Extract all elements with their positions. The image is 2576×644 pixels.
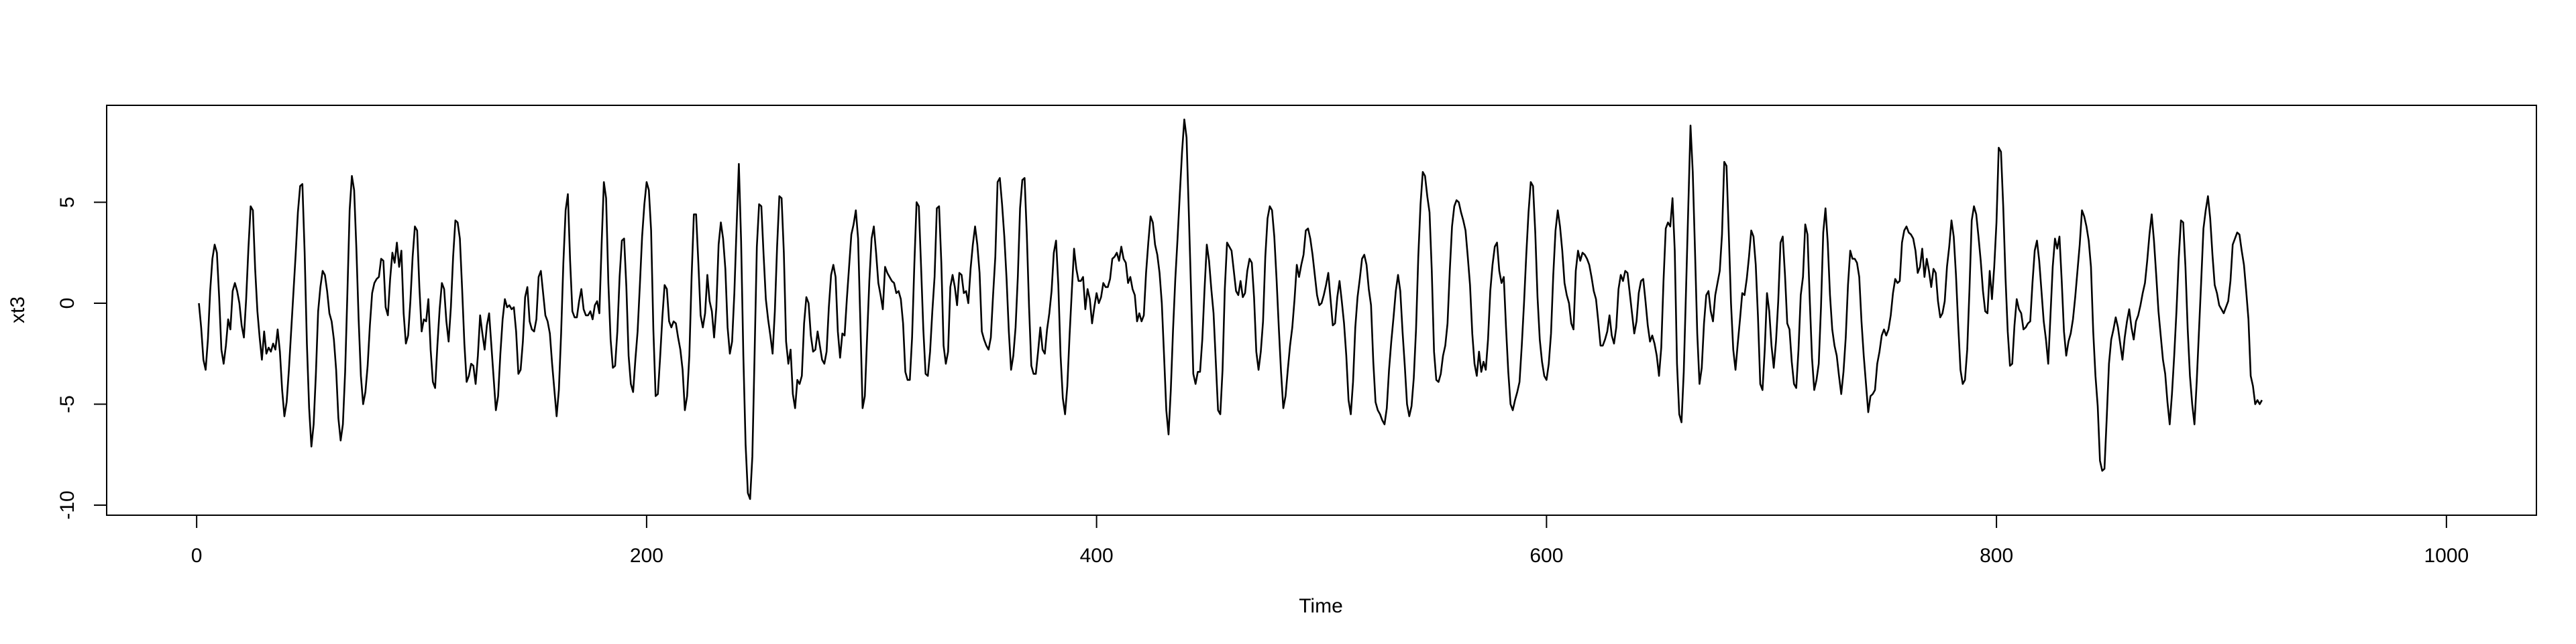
y-tick-label: 0 <box>56 298 78 309</box>
x-tick-label: 0 <box>191 545 203 567</box>
series-line <box>198 118 2263 500</box>
y-tick-label: 5 <box>56 197 78 208</box>
y-axis: -10 -5 0 5 <box>56 197 107 520</box>
y-axis-label: xt3 <box>7 297 29 323</box>
y-tick-label: -10 <box>56 490 78 519</box>
y-tick-label: -5 <box>56 395 78 413</box>
x-tick-label: 800 <box>1980 545 2013 567</box>
x-tick-label: 600 <box>1529 545 1563 567</box>
x-axis-label: Time <box>1299 595 1343 617</box>
x-tick-label: 200 <box>630 545 663 567</box>
plot-frame <box>106 105 2537 516</box>
x-tick-label: 400 <box>1080 545 1114 567</box>
x-tick-label: 1000 <box>2424 545 2469 567</box>
